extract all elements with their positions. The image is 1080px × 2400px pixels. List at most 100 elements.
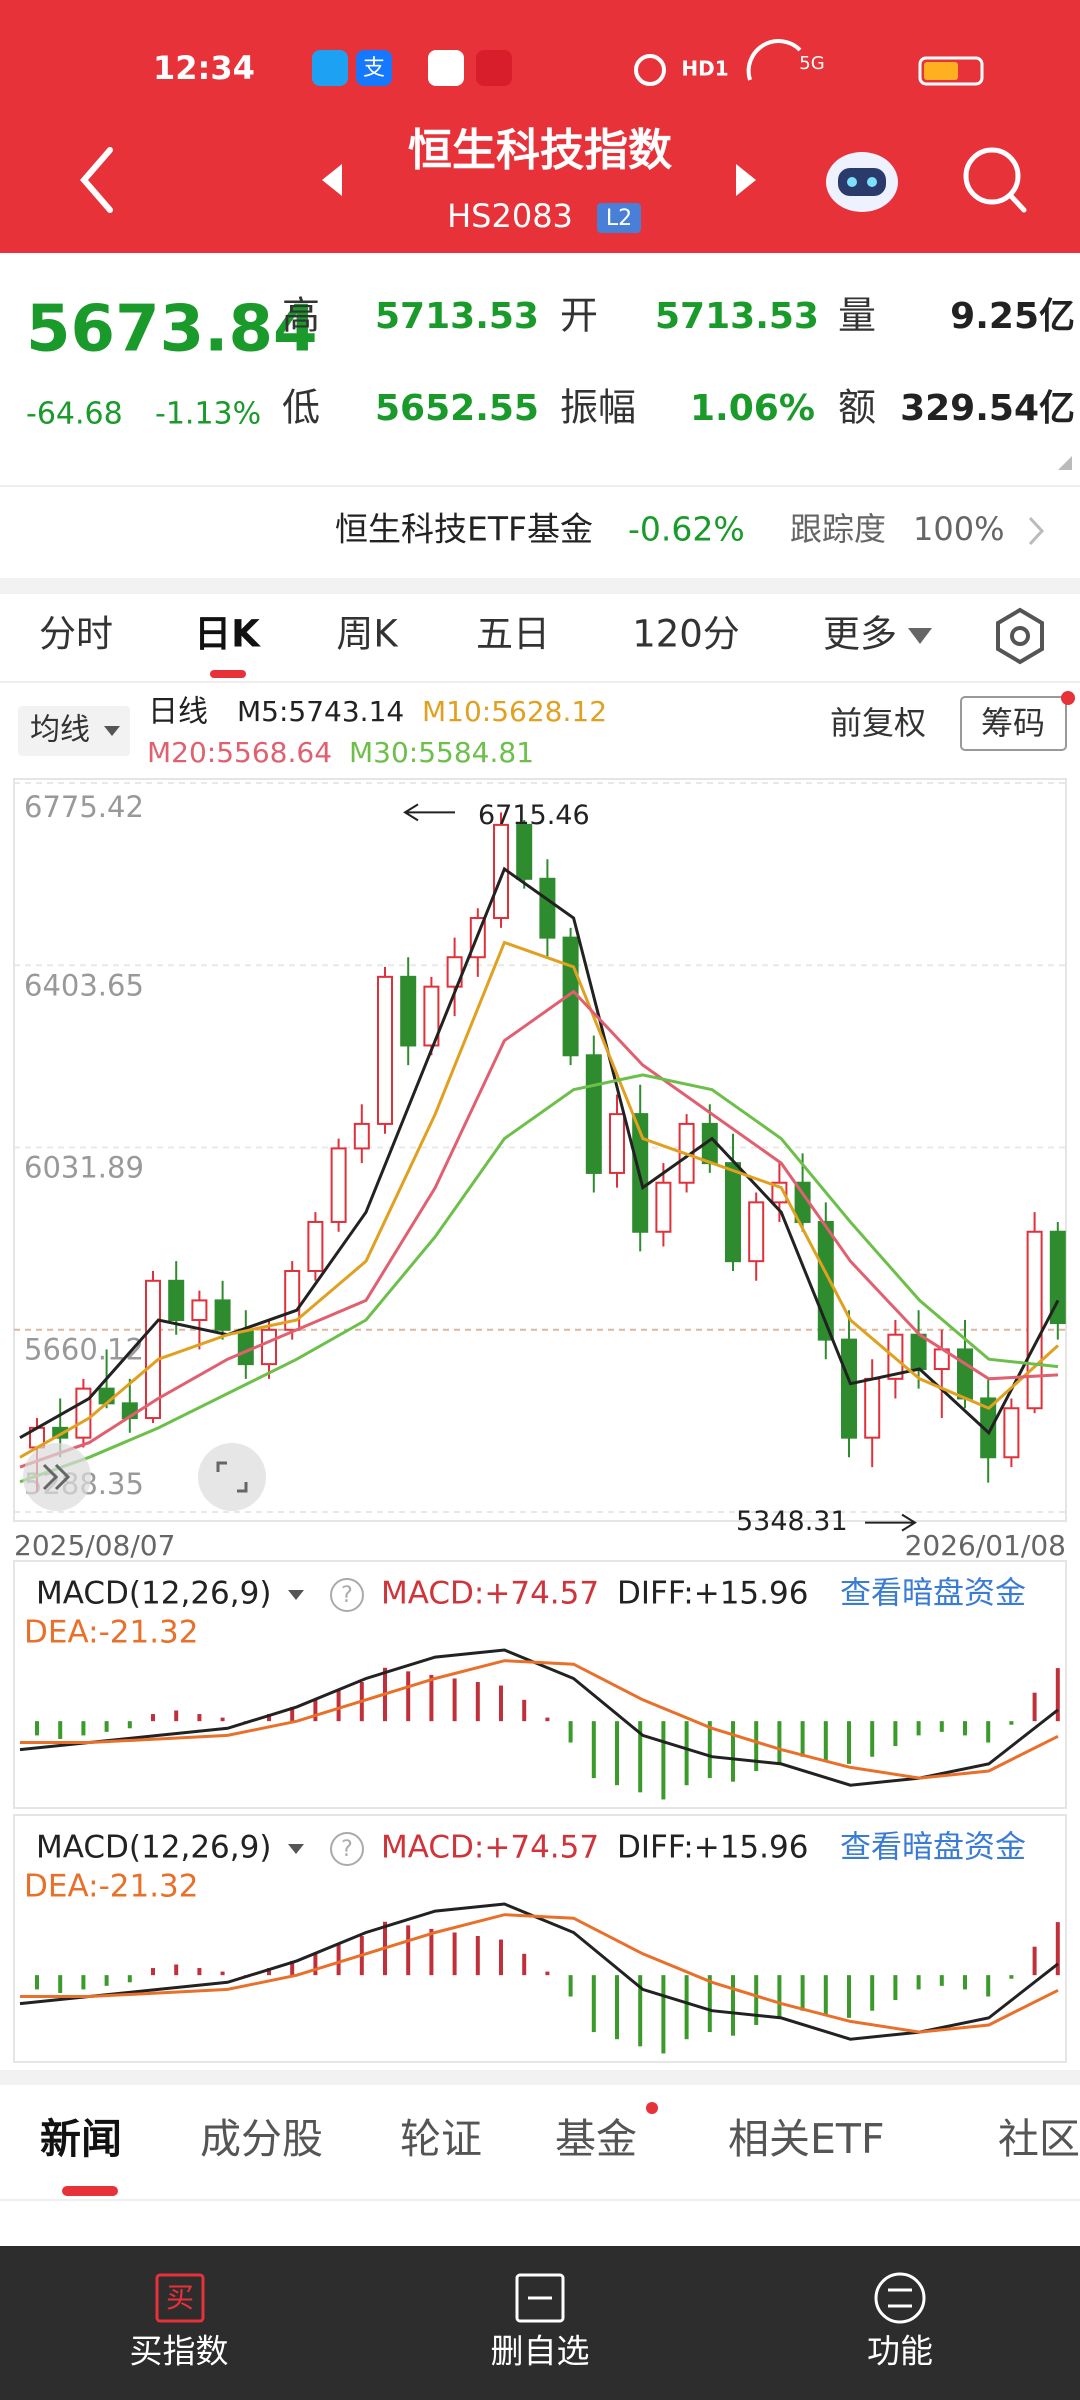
news-tab[interactable]: 相关ETF	[728, 2115, 885, 2163]
indicator-line	[19, 989, 1059, 1469]
fullscreen-icon	[216, 1461, 248, 1493]
app-icon	[476, 50, 512, 86]
news-tab[interactable]: 新闻	[40, 2115, 122, 2163]
search-button[interactable]	[963, 147, 1027, 213]
macd-bar	[313, 1953, 318, 1976]
etf-name[interactable]: 恒生科技ETF基金	[335, 510, 593, 549]
macd-bar	[963, 1721, 967, 1736]
nav-label[interactable]: 删自选	[491, 2332, 590, 2371]
macd-bar	[893, 1975, 898, 2001]
macd-bar	[220, 1971, 225, 1976]
macd-bar	[475, 1682, 480, 1722]
macd-bar	[429, 1928, 434, 1976]
macd-bar	[475, 1936, 480, 1976]
buy-icon	[155, 2273, 205, 2323]
header-bg	[0, 0, 1080, 253]
macd-bar	[847, 1975, 851, 2018]
period-tab[interactable]: 120分	[632, 613, 740, 656]
chart-frame	[13, 778, 1067, 1522]
macd-bar	[684, 1721, 689, 1786]
macd-bar	[591, 1975, 596, 2033]
candle-body	[98, 1387, 115, 1405]
news-tab[interactable]: 社区	[998, 2115, 1080, 2163]
macd-bar	[916, 1721, 921, 1736]
period-tab[interactable]: 周K	[336, 613, 399, 656]
annotation-arrow	[403, 803, 455, 822]
notify-dot	[646, 2102, 658, 2114]
macd-bar	[893, 1721, 898, 1747]
candle-body	[423, 985, 440, 1047]
macd-title[interactable]: MACD(12,26,9)	[36, 1830, 271, 1866]
macd-bar	[174, 1964, 179, 1976]
period-tab[interactable]: 日K	[194, 613, 261, 656]
macd-bar	[313, 1699, 318, 1722]
help-icon[interactable]	[330, 1578, 364, 1612]
macd-link[interactable]: 查看暗盘资金	[840, 1830, 1026, 1866]
settings-button[interactable]	[996, 607, 1044, 665]
header-code: HS2083	[447, 197, 573, 235]
candle-body	[841, 1338, 857, 1439]
candle-body	[609, 1113, 625, 1174]
x-tick-label: 2025/08/07	[14, 1529, 175, 1562]
ma-selector[interactable]	[18, 706, 130, 756]
candle-body	[307, 1220, 324, 1272]
candle-body	[377, 975, 393, 1125]
status-time: 12:34	[153, 49, 255, 87]
period-tab[interactable]: 分时	[39, 613, 113, 656]
macd-bar	[870, 1721, 875, 1757]
prev-button[interactable]	[322, 164, 342, 196]
expand-left-icon	[42, 1463, 71, 1491]
candle-body	[748, 1201, 765, 1263]
quote-value: 329.54亿	[900, 388, 1075, 429]
macd-caret	[288, 1844, 304, 1854]
chips-label[interactable]: 筹码	[981, 704, 1045, 742]
y-tick-label: 6775.42	[24, 790, 144, 824]
macd-title[interactable]: MACD(12,26,9)	[36, 1576, 271, 1612]
indicator-line	[19, 1073, 1059, 1484]
candle-body	[910, 1333, 927, 1371]
news-tab[interactable]: 轮证	[400, 2115, 482, 2163]
robot-icon[interactable]	[826, 152, 898, 212]
etf-chevron[interactable]	[1028, 516, 1045, 546]
period-tab[interactable]: 更多	[823, 613, 897, 656]
news-tab[interactable]: 成分股	[200, 2115, 323, 2163]
news-tab[interactable]: 基金	[555, 2115, 637, 2163]
ma-selector-label[interactable]: 均线	[30, 713, 90, 748]
macd-bar	[220, 1717, 225, 1722]
nav-icon-label: 买	[166, 2281, 194, 2314]
ma-caret	[104, 726, 120, 736]
candle-body	[864, 1377, 881, 1439]
macd-bar	[267, 1714, 271, 1722]
macd-link[interactable]: 查看暗盘资金	[840, 1576, 1026, 1612]
macd-bar	[522, 1953, 527, 1976]
macd-bar	[823, 1721, 828, 1761]
fullscreen-button[interactable]	[198, 1443, 266, 1511]
back-button[interactable]	[80, 147, 113, 213]
help-icon[interactable]	[330, 1832, 364, 1866]
macd-bar	[661, 1721, 666, 1800]
macd-bar	[777, 1975, 782, 2018]
search-ring	[963, 147, 1021, 205]
macd-bar	[104, 1721, 109, 1732]
gap	[0, 2070, 1080, 2085]
next-button[interactable]	[736, 164, 756, 196]
diff-value: DIFF:+15.96	[617, 1830, 808, 1866]
chips-button[interactable]	[960, 696, 1067, 751]
gap	[0, 578, 1080, 594]
macd-bar	[800, 1975, 805, 2011]
price: 5673.84	[26, 293, 318, 367]
diff-value: DIFF:+15.96	[617, 1576, 808, 1612]
candle-body	[214, 1299, 231, 1331]
quote-value: 9.25亿	[950, 296, 1075, 337]
adjust-label[interactable]: 前复权	[830, 704, 926, 742]
nav-label[interactable]: 买指数	[130, 2332, 229, 2371]
macd-bar	[429, 1674, 434, 1722]
macd-bar	[499, 1939, 503, 1976]
quote-label: 高	[282, 294, 320, 338]
macd-bar	[290, 1706, 295, 1722]
annotation-arrow	[865, 1513, 917, 1532]
macd-bar	[731, 1721, 735, 1782]
nav-label[interactable]: 功能	[867, 2332, 933, 2371]
macd-bar	[127, 1721, 132, 1729]
period-tab[interactable]: 五日	[476, 613, 550, 656]
